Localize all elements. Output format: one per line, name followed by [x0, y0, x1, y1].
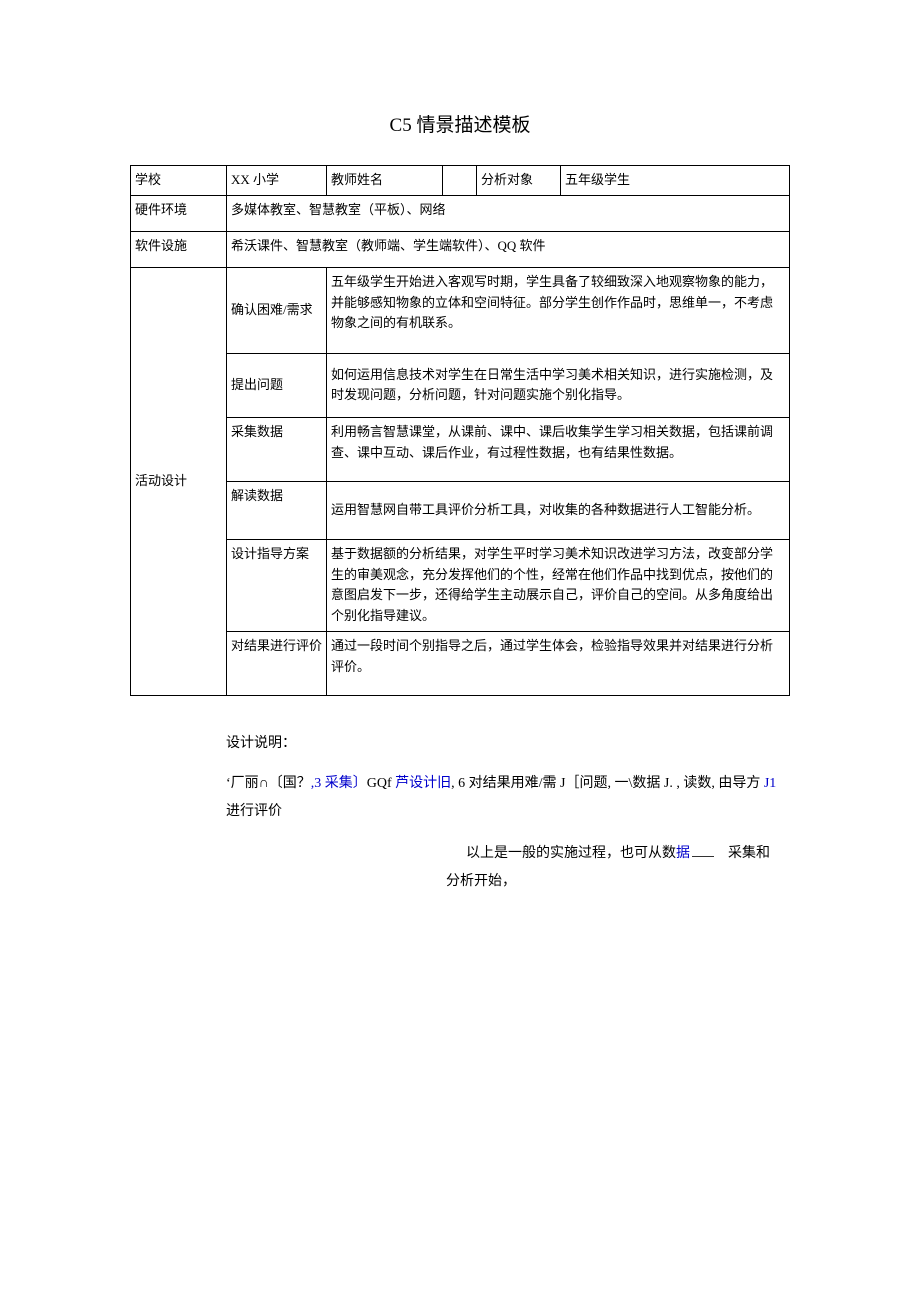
header-row: 学校 XX 小学 教师姓名 分析对象 五年级学生: [131, 166, 790, 196]
design-notes-line3: 分析开始，: [226, 868, 790, 896]
dn-l1-p6: J1: [764, 776, 776, 791]
hardware-row: 硬件环境 多媒体教室、智慧教室（平板）、网络: [131, 195, 790, 231]
dn-l2-b: 采集和: [714, 846, 770, 861]
design-notes-line2: 以上是一般的实施过程，也可从数据 采集和: [466, 840, 790, 868]
activity-sublabel-5: 对结果进行评价: [227, 631, 327, 695]
hardware-label: 硬件环境: [131, 195, 227, 231]
dn-l1-p3: GQf: [367, 776, 392, 791]
teacher-label: 教师姓名: [327, 166, 443, 196]
teacher-value: [443, 166, 477, 196]
activity-sublabel-0: 确认困难/需求: [227, 267, 327, 353]
dn-l1-p2: ,3 采集〕: [311, 776, 367, 791]
software-label: 软件设施: [131, 231, 227, 267]
page-title: C5 情景描述模板: [130, 110, 790, 137]
activity-row-4: 设计指导方案 基于数据额的分析结果，对学生平时学习美术知识改进学习方法，改变部分…: [131, 539, 790, 631]
activity-content-5: 通过一段时间个别指导之后，通过学生体会，检验指导效果并对结果进行分析评价。: [327, 631, 790, 695]
dn-l1-p5: , 6 对结果用难/需 J［问题, 一\数据 J. , 读数, 由导方: [451, 776, 764, 791]
activity-sublabel-1: 提出问题: [227, 353, 327, 417]
dn-l3: 分析开始，: [446, 874, 516, 889]
main-table: 学校 XX 小学 教师姓名 分析对象 五年级学生 硬件环境 多媒体教室、智慧教室…: [130, 165, 790, 696]
activity-row-1: 提出问题 如何运用信息技术对学生在日常生活中学习美术相关知识，进行实施检测，及时…: [131, 353, 790, 417]
activity-section-label: 活动设计: [131, 267, 227, 695]
subject-value: 五年级学生: [561, 166, 790, 196]
design-notes-label: 设计说明：: [226, 730, 790, 758]
hardware-value: 多媒体教室、智慧教室（平板）、网络: [227, 195, 790, 231]
school-value: XX 小学: [227, 166, 327, 196]
school-label: 学校: [131, 166, 227, 196]
design-notes-line1: ‘厂丽∩〔国？,3 采集〕GQf 芦设计旧, 6 对结果用难/需 J［问题, 一…: [226, 770, 790, 826]
underline-gap-icon: [692, 856, 714, 857]
subject-label: 分析对象: [477, 166, 561, 196]
software-row: 软件设施 希沃课件、智慧教室（教师端、学生端软件）、QQ 软件: [131, 231, 790, 267]
software-value: 希沃课件、智慧教室（教师端、学生端软件）、QQ 软件: [227, 231, 790, 267]
activity-row-2: 采集数据 利用畅言智慧课堂，从课前、课中、课后收集学生学习相关数据，包括课前调查…: [131, 417, 790, 481]
activity-sublabel-4: 设计指导方案: [227, 539, 327, 631]
dn-l1-p7: 进行评价: [226, 804, 282, 819]
activity-content-3: 运用智慧网自带工具评价分析工具，对收集的各种数据进行人工智能分析。: [327, 481, 790, 539]
activity-content-2: 利用畅言智慧课堂，从课前、课中、课后收集学生学习相关数据，包括课前调查、课中互动…: [327, 417, 790, 481]
activity-sublabel-3: 解读数据: [227, 481, 327, 539]
dn-l2-link: 据: [676, 846, 690, 861]
dn-l1-p4: 芦设计旧: [392, 776, 452, 791]
activity-content-1: 如何运用信息技术对学生在日常生活中学习美术相关知识，进行实施检测，及时发现问题，…: [327, 353, 790, 417]
activity-row-0: 活动设计 确认困难/需求 五年级学生开始进入客观写时期，学生具备了较细致深入地观…: [131, 267, 790, 353]
activity-sublabel-2: 采集数据: [227, 417, 327, 481]
dn-l2-a: 以上是一般的实施过程，也可从数: [466, 846, 676, 861]
dn-l1-p1: ‘厂丽∩〔国？: [226, 776, 311, 791]
activity-row-5: 对结果进行评价 通过一段时间个别指导之后，通过学生体会，检验指导效果并对结果进行…: [131, 631, 790, 695]
design-notes: 设计说明： ‘厂丽∩〔国？,3 采集〕GQf 芦设计旧, 6 对结果用难/需 J…: [226, 730, 790, 896]
activity-content-0: 五年级学生开始进入客观写时期，学生具备了较细致深入地观察物象的能力，并能够感知物…: [327, 267, 790, 353]
activity-content-4: 基于数据额的分析结果，对学生平时学习美术知识改进学习方法，改变部分学生的审美观念…: [327, 539, 790, 631]
activity-row-3: 解读数据 运用智慧网自带工具评价分析工具，对收集的各种数据进行人工智能分析。: [131, 481, 790, 539]
